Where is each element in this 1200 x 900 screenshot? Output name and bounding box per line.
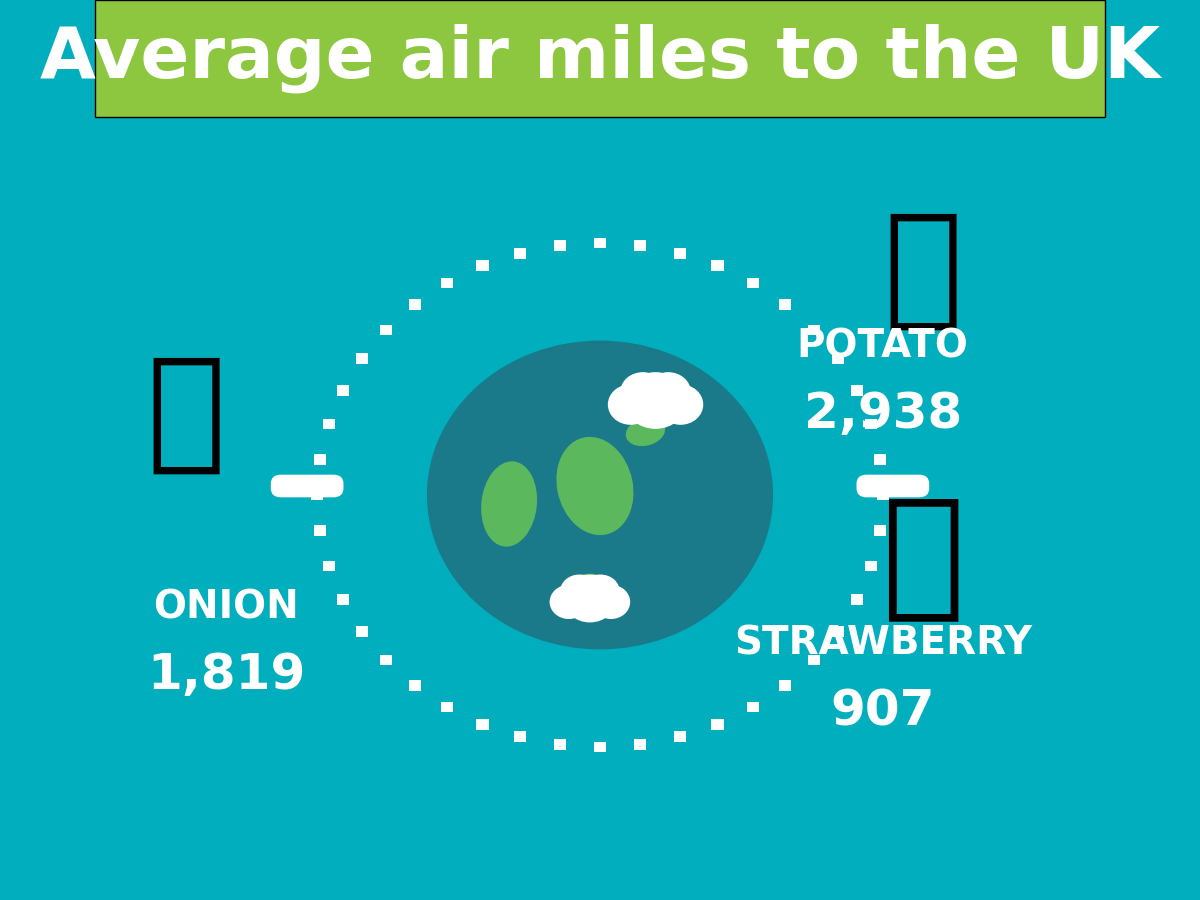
FancyBboxPatch shape bbox=[323, 418, 335, 429]
FancyBboxPatch shape bbox=[851, 594, 863, 605]
Text: ONION: ONION bbox=[154, 589, 299, 626]
FancyBboxPatch shape bbox=[673, 248, 685, 258]
Polygon shape bbox=[281, 483, 284, 489]
FancyBboxPatch shape bbox=[476, 719, 488, 730]
Ellipse shape bbox=[559, 574, 620, 614]
Circle shape bbox=[658, 384, 703, 425]
FancyBboxPatch shape bbox=[476, 260, 488, 271]
FancyBboxPatch shape bbox=[673, 732, 685, 742]
FancyBboxPatch shape bbox=[356, 354, 368, 364]
FancyBboxPatch shape bbox=[874, 454, 886, 464]
Polygon shape bbox=[916, 483, 919, 489]
Circle shape bbox=[582, 574, 620, 608]
Polygon shape bbox=[317, 481, 332, 491]
FancyBboxPatch shape bbox=[314, 454, 326, 464]
FancyBboxPatch shape bbox=[323, 561, 335, 572]
FancyBboxPatch shape bbox=[851, 385, 863, 396]
FancyBboxPatch shape bbox=[594, 238, 606, 248]
FancyBboxPatch shape bbox=[515, 248, 527, 258]
FancyBboxPatch shape bbox=[808, 654, 820, 665]
FancyBboxPatch shape bbox=[556, 595, 624, 608]
Text: STRAWBERRY: STRAWBERRY bbox=[733, 625, 1032, 662]
FancyBboxPatch shape bbox=[553, 739, 566, 750]
FancyBboxPatch shape bbox=[311, 490, 323, 500]
Text: Average air miles to the UK: Average air miles to the UK bbox=[40, 23, 1160, 94]
Ellipse shape bbox=[481, 462, 538, 546]
FancyBboxPatch shape bbox=[712, 719, 724, 730]
FancyBboxPatch shape bbox=[779, 299, 791, 310]
Text: 1,819: 1,819 bbox=[148, 651, 306, 699]
Ellipse shape bbox=[625, 418, 665, 446]
FancyBboxPatch shape bbox=[356, 626, 368, 636]
FancyBboxPatch shape bbox=[594, 742, 606, 752]
Ellipse shape bbox=[557, 436, 634, 536]
FancyBboxPatch shape bbox=[380, 325, 392, 336]
Text: 🍓: 🍓 bbox=[882, 491, 965, 626]
FancyBboxPatch shape bbox=[865, 561, 877, 572]
Text: 🧅: 🧅 bbox=[146, 350, 226, 478]
Polygon shape bbox=[883, 475, 902, 497]
Polygon shape bbox=[868, 481, 883, 491]
Circle shape bbox=[560, 574, 599, 608]
Circle shape bbox=[592, 585, 630, 619]
FancyBboxPatch shape bbox=[877, 490, 889, 500]
FancyBboxPatch shape bbox=[857, 474, 929, 498]
FancyBboxPatch shape bbox=[442, 277, 454, 288]
FancyBboxPatch shape bbox=[874, 526, 886, 536]
FancyBboxPatch shape bbox=[409, 680, 421, 691]
Text: 2,938: 2,938 bbox=[804, 390, 962, 438]
FancyBboxPatch shape bbox=[614, 396, 696, 412]
FancyBboxPatch shape bbox=[380, 654, 392, 665]
FancyBboxPatch shape bbox=[746, 277, 758, 288]
FancyBboxPatch shape bbox=[95, 0, 1105, 117]
FancyBboxPatch shape bbox=[271, 474, 343, 498]
FancyBboxPatch shape bbox=[832, 354, 844, 364]
FancyBboxPatch shape bbox=[634, 240, 647, 251]
Polygon shape bbox=[298, 475, 317, 497]
Text: 907: 907 bbox=[830, 687, 935, 735]
FancyBboxPatch shape bbox=[314, 526, 326, 536]
FancyBboxPatch shape bbox=[746, 702, 758, 713]
FancyBboxPatch shape bbox=[515, 732, 527, 742]
Text: 🥔: 🥔 bbox=[883, 206, 962, 334]
FancyBboxPatch shape bbox=[337, 594, 349, 605]
FancyBboxPatch shape bbox=[634, 739, 647, 750]
Circle shape bbox=[646, 373, 691, 412]
FancyBboxPatch shape bbox=[808, 325, 820, 336]
Circle shape bbox=[428, 342, 772, 648]
Circle shape bbox=[550, 585, 588, 619]
Circle shape bbox=[624, 373, 688, 428]
FancyBboxPatch shape bbox=[553, 240, 566, 251]
FancyBboxPatch shape bbox=[832, 626, 844, 636]
FancyBboxPatch shape bbox=[779, 680, 791, 691]
Circle shape bbox=[608, 384, 653, 425]
Circle shape bbox=[620, 373, 666, 412]
FancyBboxPatch shape bbox=[409, 299, 421, 310]
Circle shape bbox=[563, 574, 617, 623]
FancyBboxPatch shape bbox=[712, 260, 724, 271]
FancyBboxPatch shape bbox=[442, 702, 454, 713]
FancyBboxPatch shape bbox=[865, 418, 877, 429]
Text: POTATO: POTATO bbox=[797, 328, 968, 365]
FancyBboxPatch shape bbox=[337, 385, 349, 396]
